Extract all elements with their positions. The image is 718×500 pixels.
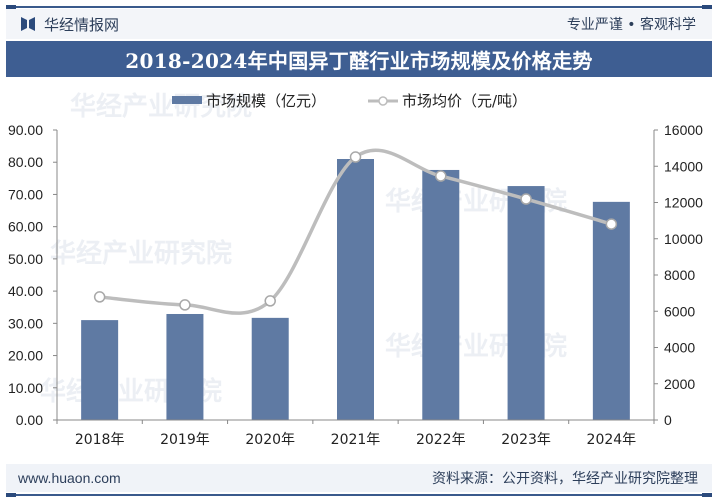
price-point-marker[interactable]: [179, 299, 191, 311]
footer-bar: www.huaon.com 资料来源：公开资料，华经产业研究院整理: [6, 464, 712, 492]
left-axis-tick-label: 80.00: [8, 154, 43, 170]
right-axis-tick-label: 0: [664, 412, 672, 428]
bar-market-size[interactable]: [251, 317, 289, 420]
left-axis-tick-label: 40.00: [8, 283, 43, 299]
title-band: 2018-2024年中国异丁醛行业市场规模及价格走势: [6, 41, 712, 77]
x-axis: 2018年 2019年 2020年 2021年 2022年 2023年 2024年: [56, 419, 655, 448]
legend-line-marker: [378, 96, 388, 106]
right-axis-tick-label: 6000: [664, 303, 695, 319]
right-axis-tick-label: 12000: [664, 195, 703, 211]
brand-name: 华经情报网: [44, 15, 120, 34]
bar-market-size[interactable]: [166, 313, 204, 420]
left-axis-tick-label: 10.00: [8, 380, 43, 396]
bar-market-size[interactable]: [337, 159, 374, 420]
left-axis-tick-label: 0.00: [16, 412, 43, 428]
legend-label-line: 市场均价（元/吨）: [402, 92, 527, 110]
legend-bar-swatch: [172, 96, 202, 104]
x-axis-category-label: 2024年: [587, 432, 637, 448]
brand-bar: 华经情报网 专业严谨 • 客观科学: [6, 9, 712, 39]
price-point-marker[interactable]: [435, 170, 447, 182]
right-axis-tick-label: 16000: [664, 122, 703, 138]
left-axis-tick-label: 20.00: [8, 348, 43, 364]
bar-market-size[interactable]: [507, 186, 545, 420]
bottom-border-line: [6, 493, 712, 497]
chart-title: 2018-2024年中国异丁醛行业市场规模及价格走势: [125, 48, 593, 73]
slogan: 专业严谨 • 客观科学: [566, 17, 696, 33]
price-point-marker[interactable]: [349, 151, 362, 163]
price-point-marker[interactable]: [605, 218, 618, 230]
left-axis-tick-label: 70.00: [8, 186, 43, 202]
brand: 华经情报网: [20, 14, 119, 35]
legend-label-bar: 市场规模（亿元）: [206, 92, 326, 110]
left-axis-tick-label: 90.00: [8, 122, 43, 138]
top-border-line: [6, 5, 712, 9]
x-axis-category-label: 2019年: [160, 432, 210, 448]
watermark-text: 华经产业研究院: [50, 238, 232, 269]
left-axis-tick-label: 50.00: [8, 251, 43, 267]
brand-logo-icon: [21, 17, 35, 31]
right-axis-tick-label: 2000: [664, 376, 695, 392]
left-axis-tick-label: 30.00: [8, 315, 43, 331]
footer-url[interactable]: www.huaon.com: [18, 470, 121, 486]
right-axis: 0 2000 4000 6000 8000 10000 12000 14000 16000: [653, 122, 703, 428]
bar-market-size[interactable]: [81, 320, 119, 420]
left-axis-tick-label: 60.00: [8, 219, 43, 235]
left-axis: 0.00 10.00 20.00 30.00 40.00 50.00 60.00 70.00 8…: [8, 122, 58, 428]
x-axis-category-label: 2021年: [331, 432, 381, 448]
right-axis-tick-label: 4000: [664, 340, 695, 356]
x-axis-category-label: 2020年: [245, 432, 295, 448]
price-point-marker[interactable]: [93, 291, 106, 303]
bar-market-size[interactable]: [592, 201, 630, 420]
right-axis-tick-label: 8000: [664, 267, 695, 283]
price-line: [93, 148, 618, 315]
right-axis-tick-label: 10000: [664, 231, 703, 247]
price-point-marker[interactable]: [520, 193, 532, 205]
bar-market-size[interactable]: [422, 169, 460, 420]
bars: [81, 159, 630, 420]
watermark-text: 华经产业研究院: [70, 91, 252, 122]
legend: 市场规模（亿元） 市场均价（元/吨）: [172, 92, 527, 110]
price-point-marker[interactable]: [264, 295, 276, 307]
right-axis-tick-label: 14000: [664, 158, 703, 174]
x-axis-category-label: 2023年: [501, 432, 551, 448]
x-axis-category-label: 2022年: [416, 432, 466, 448]
footer-source: 资料来源：公开资料，华经产业研究院整理: [432, 471, 698, 487]
x-axis-category-label: 2018年: [75, 432, 125, 448]
